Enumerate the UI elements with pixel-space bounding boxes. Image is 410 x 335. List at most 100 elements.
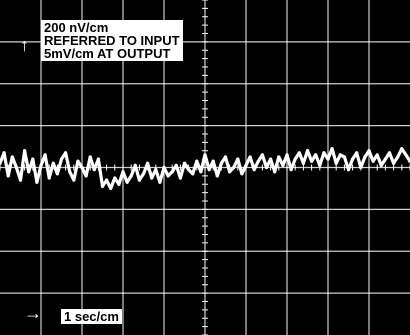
trace-point <box>158 180 162 184</box>
scale-label-box: 200 nV/cm REFERRED TO INPUT 5mV/cm AT OU… <box>41 20 183 61</box>
trace-point <box>379 163 383 167</box>
trace-point <box>256 159 260 163</box>
trace-point <box>264 165 269 170</box>
trace-point <box>199 170 203 174</box>
trace-point <box>105 178 109 182</box>
trace-point <box>178 176 182 180</box>
trace-point <box>39 163 43 167</box>
trace-point <box>330 147 334 151</box>
trace-point <box>363 155 367 159</box>
trace-point <box>18 178 23 182</box>
trace-point <box>285 153 289 157</box>
trace-point <box>31 157 35 161</box>
trace-point <box>100 184 105 188</box>
trace-point <box>195 159 199 163</box>
trace-point <box>310 159 314 163</box>
trace-point <box>400 147 404 151</box>
trace-point <box>289 168 293 172</box>
trace-point <box>375 153 379 157</box>
trace-point <box>133 163 137 167</box>
trace-point <box>64 151 68 155</box>
trace-point <box>166 174 170 178</box>
trace-point <box>355 151 359 155</box>
trace-point <box>293 157 297 161</box>
trace-point <box>187 168 191 172</box>
trace-point <box>59 157 64 161</box>
trace-point <box>6 174 10 178</box>
trace-point <box>277 155 281 159</box>
trace-point <box>322 151 326 155</box>
trace-point <box>273 170 277 174</box>
trace-point <box>203 153 207 157</box>
trace-point <box>404 153 408 157</box>
trace-point <box>96 157 100 161</box>
trace-point <box>55 172 60 176</box>
trace-point <box>215 174 219 178</box>
trace-point <box>27 170 31 174</box>
trace-point <box>146 161 150 165</box>
trace-point <box>301 161 305 165</box>
trace-point <box>23 149 27 153</box>
trace-point <box>207 168 211 172</box>
trace-point <box>236 157 240 161</box>
trace-point <box>371 159 375 163</box>
trace-point <box>10 155 14 159</box>
up-arrow-icon: ↑ <box>20 35 29 55</box>
trace-point <box>141 172 146 176</box>
trace-point <box>43 153 47 157</box>
trace-point <box>314 153 318 157</box>
trace-point <box>121 170 125 174</box>
trace-point <box>383 157 387 161</box>
trace-point <box>76 159 80 163</box>
trace-point <box>0 161 2 165</box>
trace-point <box>244 163 248 167</box>
trace-point <box>14 165 18 170</box>
trace-point <box>240 172 244 176</box>
trace-point <box>182 161 187 165</box>
trace-point <box>392 161 396 165</box>
trace-point <box>232 165 236 170</box>
trace-point <box>342 155 346 159</box>
trace-point <box>154 168 158 172</box>
trace-point <box>113 176 117 180</box>
trace-point <box>359 165 363 170</box>
trace-point <box>72 178 76 182</box>
trace-point <box>351 157 355 161</box>
trace-point <box>51 161 55 165</box>
trace-point <box>326 157 330 161</box>
trace-point <box>260 153 264 157</box>
trace-point <box>117 182 121 186</box>
trace-point <box>211 159 215 163</box>
trace-point <box>170 170 174 174</box>
trace-point <box>92 168 96 172</box>
right-arrow-icon: → <box>24 303 42 323</box>
trace-point <box>137 178 141 182</box>
trace-point <box>269 157 273 161</box>
trace-point <box>162 165 166 170</box>
trace-point <box>228 170 232 174</box>
trace-point <box>191 172 195 176</box>
trace-point <box>248 155 252 159</box>
trace-point <box>297 151 301 155</box>
trace-point <box>35 180 39 184</box>
trace-point <box>2 151 6 155</box>
trace-point <box>129 174 133 178</box>
trace-point <box>174 163 178 167</box>
trace-point <box>219 161 223 165</box>
trace-point <box>125 180 129 184</box>
trace-point <box>68 170 72 174</box>
vertical-scale-label: 200 nV/cm <box>44 20 109 35</box>
trace-point <box>346 168 351 172</box>
trace-point <box>88 155 92 159</box>
trace-point <box>334 161 338 165</box>
trace-point <box>367 149 371 153</box>
trace-point <box>396 155 400 159</box>
trace-point <box>109 186 113 190</box>
trace-point <box>281 163 285 167</box>
trace-point <box>223 155 228 159</box>
trace-point <box>80 165 84 170</box>
trace-point <box>150 176 154 180</box>
trace-point <box>47 176 51 180</box>
